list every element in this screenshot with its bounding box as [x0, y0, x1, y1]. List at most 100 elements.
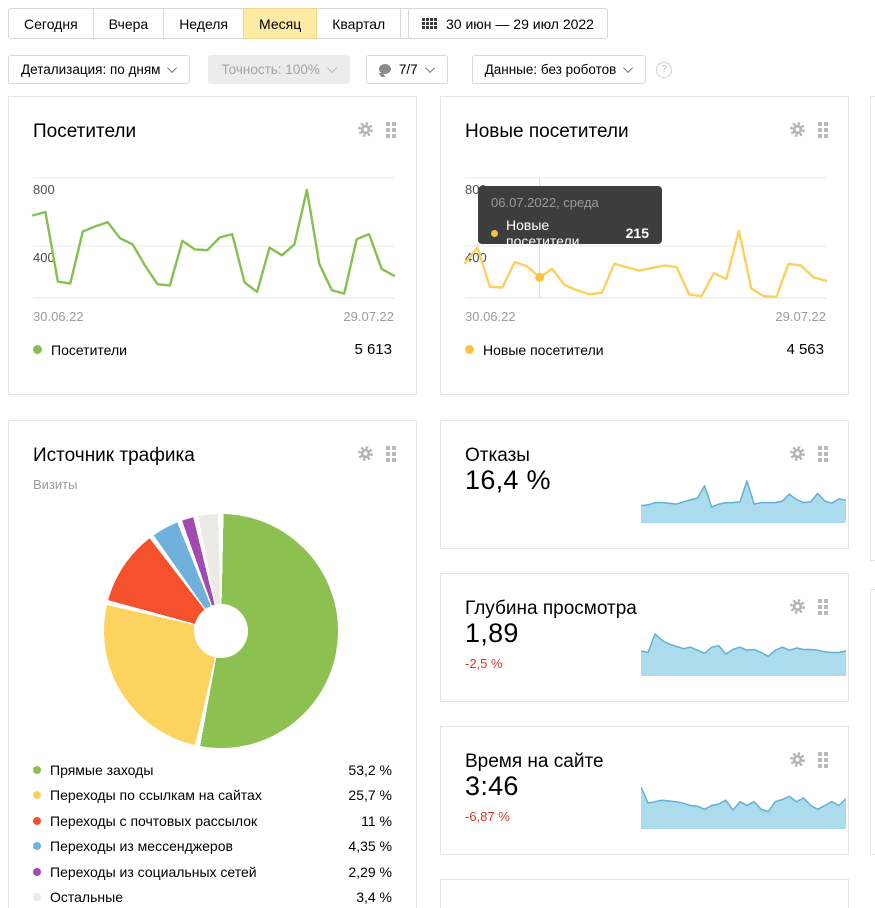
drag-handle-icon[interactable]	[386, 121, 396, 138]
accuracy-dropdown-label: Точность: 100%	[221, 62, 320, 77]
legend-row: Переходы из мессенджеров 4,35 %	[33, 834, 392, 860]
x-axis-start: 30.06.22	[33, 309, 84, 324]
series-dot	[33, 345, 42, 354]
date-range-label: 30 июн — 29 июл 2022	[446, 15, 594, 32]
drag-handle-icon[interactable]	[818, 751, 828, 768]
legend-label: Новые посетители	[483, 341, 604, 358]
legend-value: 3,4 %	[356, 889, 392, 906]
legend-total: 5 613	[354, 341, 392, 358]
svg-text:400: 400	[33, 250, 55, 265]
legend-row: Остальные 3,4 %	[33, 885, 392, 908]
card-title: Время на сайте	[465, 751, 604, 772]
tooltip-value: 215	[625, 225, 649, 241]
series-dot	[33, 816, 41, 825]
x-axis-labels: 30.06.22 29.07.22	[465, 309, 826, 324]
series-dot	[33, 867, 41, 876]
card-title: Отказы	[465, 445, 530, 466]
metric-value: 1,89	[465, 618, 519, 648]
gear-icon[interactable]	[357, 121, 374, 138]
tab-quarter[interactable]: Квартал	[316, 8, 402, 39]
x-axis-labels: 30.06.22 29.07.22	[33, 309, 394, 324]
tab-week[interactable]: Неделя	[163, 8, 245, 39]
date-range-button[interactable]: 30 июн — 29 июл 2022	[408, 8, 608, 39]
chart-tooltip: 06.07.2022, среда Новые посетители 215	[478, 186, 662, 249]
metric-value: 3:46	[465, 771, 519, 801]
metric-value: 16,4 %	[465, 465, 551, 495]
donut-hole	[194, 604, 248, 658]
gear-icon[interactable]	[789, 445, 806, 462]
legend-row: Переходы с почтовых рассылок 11 %	[33, 808, 392, 834]
legend-total: 4 563	[786, 341, 824, 358]
legend-label: Переходы из социальных сетей	[50, 863, 257, 880]
chevron-down-icon	[167, 63, 178, 74]
tab-yesterday[interactable]: Вчера	[92, 8, 165, 39]
help-icon[interactable]: ?	[656, 61, 673, 78]
card-page-depth: Глубина просмотра 1,89 -2,5 %	[440, 573, 849, 702]
detail-dropdown[interactable]: Детализация: по дням	[8, 55, 191, 84]
data-mode-dropdown[interactable]: Данные: без роботов	[471, 55, 647, 84]
legend-row: Переходы по ссылкам на сайтах 25,7 %	[33, 783, 392, 809]
legend-row: Посетители 5 613	[33, 341, 392, 358]
gear-icon[interactable]	[789, 751, 806, 768]
filters-bar: Детализация: по дням Точность: 100% 7/7 …	[8, 55, 673, 84]
legend-label: Переходы с почтовых рассылок	[50, 812, 258, 829]
legend-value: 4,35 %	[348, 838, 392, 855]
legend-row: Прямые заходы 53,2 %	[33, 757, 392, 783]
gear-icon[interactable]	[789, 121, 806, 138]
gear-icon[interactable]	[789, 598, 806, 615]
time-on-site-sparkline[interactable]	[641, 777, 846, 829]
series-dot	[465, 345, 474, 354]
card-traffic-source: Источник трафика Визиты Прямые заходы 53…	[8, 420, 417, 908]
traffic-source-pie-chart[interactable]	[104, 514, 338, 748]
speech-bubble-icon	[378, 64, 391, 75]
legend-value: 25,7 %	[348, 787, 392, 804]
card-partial-bottom	[440, 879, 849, 908]
legend-value: 2,29 %	[348, 863, 392, 880]
card-bounces: Отказы 16,4 %	[440, 420, 849, 549]
card-title: Источник трафика	[33, 445, 195, 466]
chevron-down-icon	[623, 63, 634, 74]
series-dot	[33, 842, 41, 851]
drag-handle-icon[interactable]	[818, 598, 828, 615]
pie-legend: Прямые заходы 53,2 % Переходы по ссылкам…	[33, 757, 392, 908]
card-title: Новые посетители	[465, 121, 629, 142]
tooltip-date: 06.07.2022, среда	[491, 195, 599, 210]
x-axis-end: 29.07.22	[775, 309, 826, 324]
tab-today[interactable]: Сегодня	[8, 8, 94, 39]
drag-handle-icon[interactable]	[818, 121, 828, 138]
card-title: Посетители	[33, 121, 137, 142]
legend-label: Прямые заходы	[50, 761, 154, 778]
tooltip-label: Новые посетители	[506, 217, 580, 249]
comments-dropdown-label: 7/7	[398, 62, 418, 77]
card-time-on-site: Время на сайте 3:46 -6,87 %	[440, 726, 849, 855]
svg-text:800: 800	[33, 182, 55, 197]
bounces-sparkline[interactable]	[641, 471, 846, 523]
visitors-line-chart[interactable]: 800 400	[31, 170, 396, 308]
drag-handle-icon[interactable]	[818, 445, 828, 462]
card-subtitle: Визиты	[33, 477, 78, 492]
detail-dropdown-label: Детализация: по дням	[21, 62, 161, 77]
card-partial-right-top	[870, 96, 875, 561]
data-mode-dropdown-label: Данные: без роботов	[484, 62, 617, 77]
calendar-icon	[422, 18, 437, 29]
metric-delta: -6,87 %	[465, 809, 510, 824]
tab-month[interactable]: Месяц	[243, 8, 318, 39]
legend-row: Переходы из социальных сетей 2,29 %	[33, 859, 392, 885]
accuracy-dropdown[interactable]: Точность: 100%	[208, 55, 350, 84]
period-tab-bar: Сегодня Вчера Неделя Месяц Квартал Год	[8, 8, 455, 39]
x-axis-end: 29.07.22	[343, 309, 394, 324]
legend-label: Переходы из мессенджеров	[50, 838, 233, 855]
series-dot	[33, 791, 41, 800]
legend-label: Посетители	[51, 341, 127, 358]
comments-dropdown[interactable]: 7/7	[365, 55, 448, 84]
card-partial-right-bottom	[870, 589, 875, 855]
gear-icon[interactable]	[357, 445, 374, 462]
card-title: Глубина просмотра	[465, 598, 637, 619]
page-depth-sparkline[interactable]	[641, 624, 846, 676]
legend-label: Остальные	[50, 889, 123, 906]
series-dot	[491, 229, 498, 237]
series-dot	[33, 893, 41, 902]
drag-handle-icon[interactable]	[386, 445, 396, 462]
card-new-visitors: Новые посетители 800 400 06.07.2022, сред…	[440, 96, 849, 395]
